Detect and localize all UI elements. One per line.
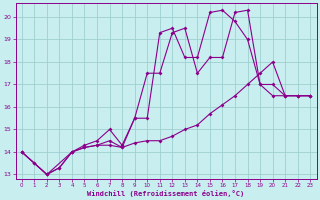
X-axis label: Windchill (Refroidissement éolien,°C): Windchill (Refroidissement éolien,°C) — [87, 190, 245, 197]
